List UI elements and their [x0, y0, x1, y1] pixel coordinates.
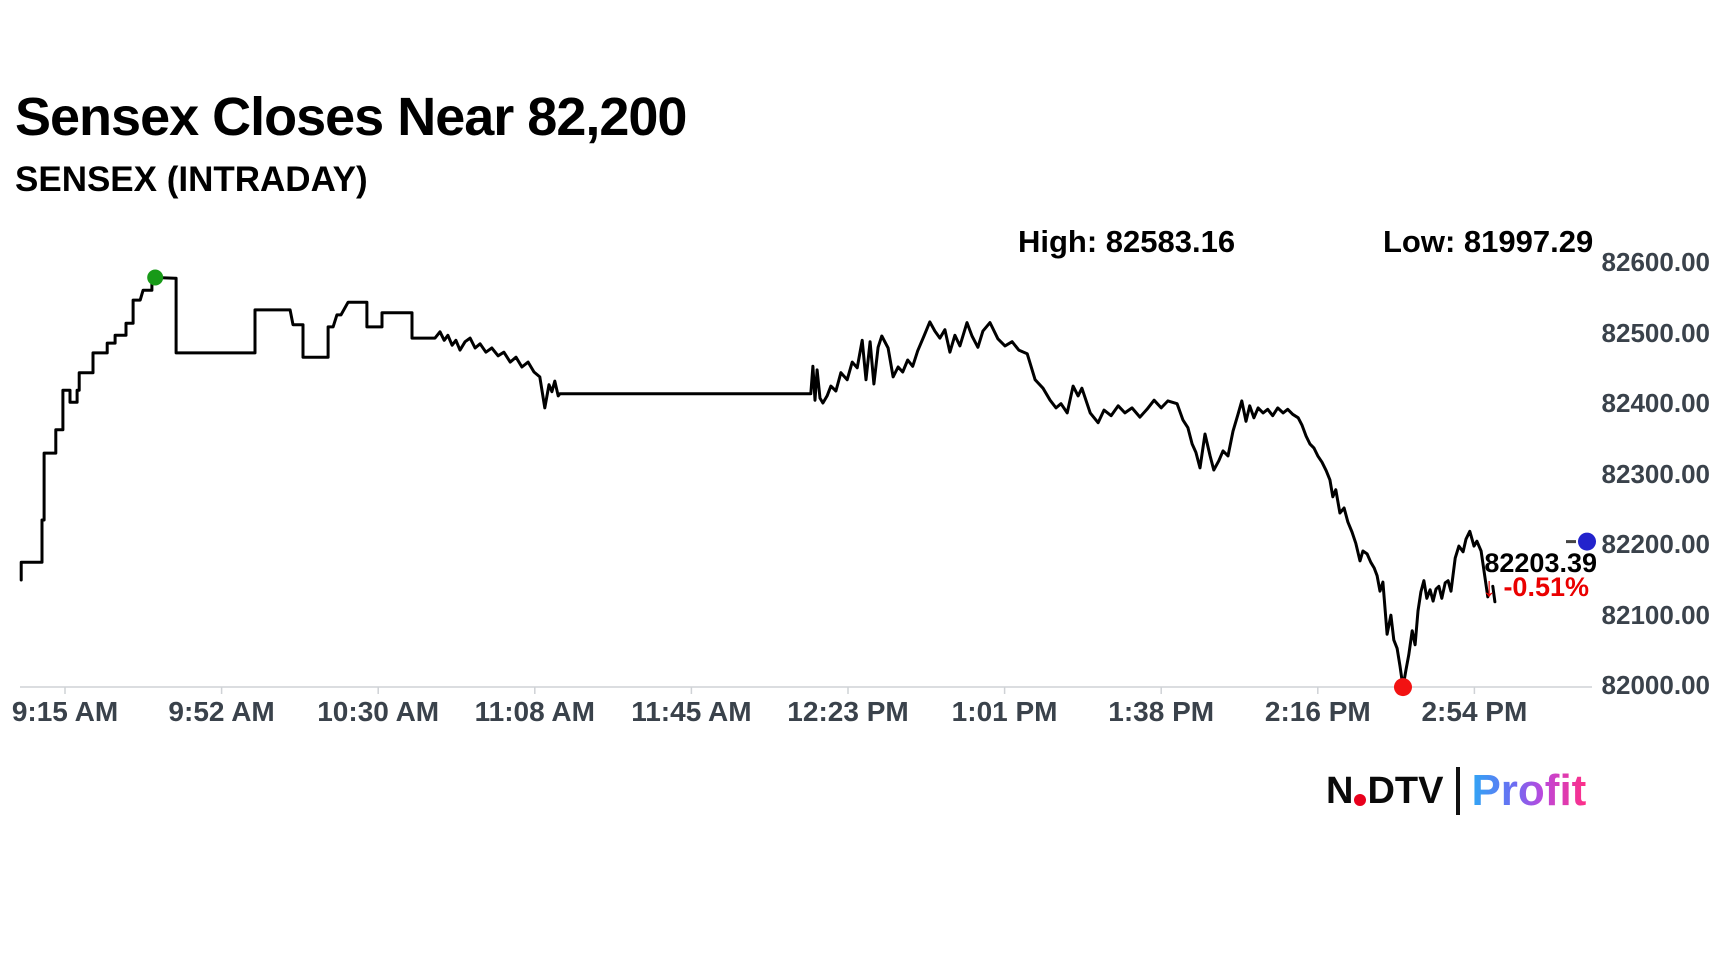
x-axis-label: 2:16 PM [1264, 696, 1371, 727]
change-percent-label: ↓ -0.51% [1482, 572, 1589, 602]
ndtv-text: N DTV [1326, 770, 1443, 813]
x-axis [20, 686, 1592, 694]
ndtv-letters-dtv: DTV [1367, 769, 1444, 812]
high-marker-dot [147, 269, 164, 286]
last-price-dot [1578, 532, 1596, 551]
ndtv-letter-n: N [1326, 769, 1354, 812]
y-axis-label: 82300.00 [1601, 458, 1710, 489]
page-subtitle: SENSEX (INTRADAY) [15, 160, 368, 199]
page-title: Sensex Closes Near 82,200 [15, 87, 687, 147]
price-line-fragment [1491, 584, 1497, 604]
x-axis-label: 2:54 PM [1421, 696, 1528, 727]
y-axis-label: 82400.00 [1601, 388, 1710, 418]
ndtv-profit-logo: N DTV Profit [1326, 766, 1586, 816]
y-axis-label: 82000.00 [1601, 670, 1710, 700]
session-high-label: High: 82583.16 [1018, 224, 1236, 259]
y-axis-label: 82600.00 [1601, 247, 1710, 277]
ndtv-red-dot-icon [1354, 793, 1367, 806]
x-axis-label: 10:30 AM [317, 696, 440, 727]
low-marker-dot [1393, 678, 1412, 697]
x-axis-label: 9:15 AM [11, 696, 119, 727]
price-line [19, 276, 1490, 689]
x-axis-label: 1:01 PM [951, 696, 1058, 727]
y-axis-label: 82200.00 [1601, 529, 1710, 559]
x-axis-label: 11:45 AM [631, 696, 752, 727]
x-axis-label: 12:23 PM [787, 696, 909, 727]
x-axis-label: 11:08 AM [474, 696, 595, 727]
x-axis-label: 9:52 AM [168, 696, 275, 727]
session-low-label: Low: 81997.29 [1383, 224, 1594, 259]
profit-text: Profit [1471, 766, 1587, 815]
y-axis-label: 82500.00 [1601, 317, 1710, 348]
logo-separator [1456, 767, 1461, 815]
last-price-label: 82203.39 [1484, 548, 1597, 578]
y-axis-label: 82100.00 [1601, 599, 1710, 630]
x-axis-label: 1:38 PM [1108, 696, 1215, 727]
